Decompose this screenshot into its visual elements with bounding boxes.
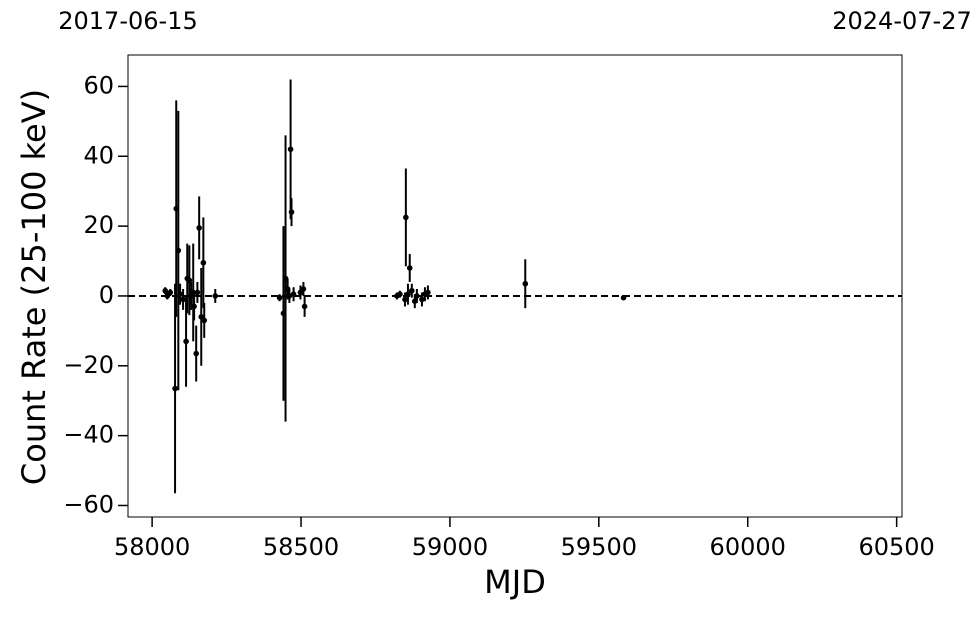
x-tick-label: 60000 [710,533,786,561]
data-point [162,287,169,294]
data-point [194,289,201,296]
data-point [172,385,178,392]
data-point [193,350,199,357]
y-tick-label: −60 [63,490,114,518]
y-tick-label: −20 [63,351,114,379]
x2-tick-label: 2024-07-27 [832,7,971,35]
data-point [397,291,403,298]
data-point [522,280,529,287]
x2-tick-label: 2017-06-15 [58,7,197,35]
data-point [196,225,202,231]
y-tick-label: 0 [99,281,114,309]
data-point [167,289,174,296]
x-axis-label: MJD [484,563,546,601]
data-point [403,214,409,221]
data-point [290,291,297,298]
data-point [419,296,425,303]
x-tick-label: 59000 [412,533,488,561]
data-point [175,247,182,254]
y-tick-label: 20 [83,211,114,239]
data-point [200,259,207,266]
data-point [425,289,431,296]
y-tick-label: 60 [83,71,114,99]
data-point [620,294,627,301]
y-axis-label: Count Rate (25-100 keV) [15,89,53,485]
x-tick-label: 58000 [114,533,190,561]
data-point [191,303,197,310]
data-point [212,293,219,299]
data-point [183,338,189,345]
x-tick-label: 59500 [561,533,637,561]
data-point [276,294,283,301]
plot-frame [127,54,903,518]
data-point [402,296,408,303]
data-point [288,209,295,215]
data-point [300,286,307,292]
data-point [409,287,415,294]
data-point [201,317,208,324]
data-point [414,293,420,299]
data-point [405,291,411,298]
data-point [177,291,183,298]
data-point [186,277,193,284]
data-point [180,296,186,303]
x-tick-label: 58500 [263,533,339,561]
data-point [287,146,294,153]
x-tick-label: 60500 [858,533,934,561]
data-point [301,303,308,310]
y-tick-label: −40 [63,421,114,449]
data-point [406,265,413,271]
y-tick-label: 40 [83,141,114,169]
